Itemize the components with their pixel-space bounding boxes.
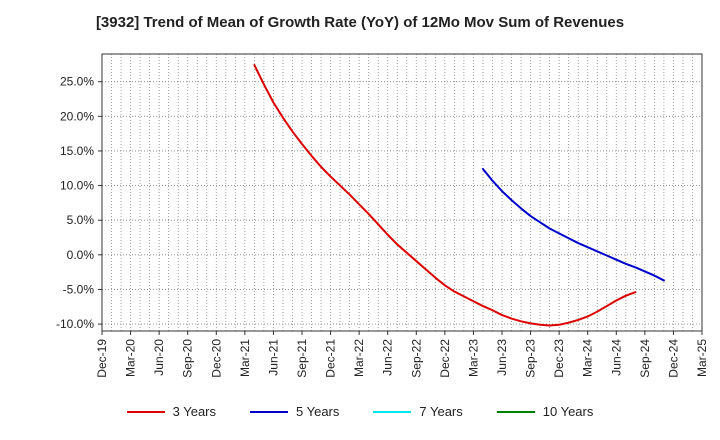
x-tick-label: Mar-25 xyxy=(695,339,709,377)
y-tick-label: 10.0% xyxy=(60,179,94,193)
legend-swatch xyxy=(373,410,412,413)
x-tick-label: Dec-24 xyxy=(666,339,680,378)
x-tick-label: Dec-20 xyxy=(209,339,223,378)
x-tick-label: Mar-23 xyxy=(466,339,480,377)
x-tick-label: Jun-20 xyxy=(152,339,166,376)
legend-swatch xyxy=(126,410,165,413)
legend-item: 10 Years xyxy=(496,404,594,419)
x-tick-label: Dec-23 xyxy=(552,339,566,378)
series-line-5-years xyxy=(481,167,665,282)
legend-swatch xyxy=(250,410,288,413)
x-tick-label: Sep-22 xyxy=(409,339,423,378)
x-tick-label: Sep-21 xyxy=(295,339,309,378)
x-tick-label: Mar-21 xyxy=(238,339,252,377)
x-tick-label: Jun-22 xyxy=(381,339,395,376)
y-tick-label: -10.0% xyxy=(56,317,94,331)
line-chart: 25.0%20.0%15.0%10.0%5.0%0.0%-5.0%-10.0%D… xyxy=(56,53,709,378)
y-tick-label: -5.0% xyxy=(63,282,95,296)
legend-item: 5 Years xyxy=(250,404,339,419)
x-tick-label: Mar-24 xyxy=(581,339,595,377)
x-tick-label: Mar-20 xyxy=(124,339,138,377)
x-tick-label: Dec-22 xyxy=(438,339,452,378)
legend-label: 10 Years xyxy=(542,404,594,419)
y-tick-label: 0.0% xyxy=(67,248,95,262)
legend-label: 3 Years xyxy=(172,404,216,419)
legend-swatch xyxy=(496,410,535,413)
plot-area xyxy=(102,54,702,331)
x-tick-label: Sep-20 xyxy=(181,339,195,378)
legend-label: 5 Years xyxy=(296,404,340,419)
y-tick-label: 5.0% xyxy=(67,213,95,227)
x-tick-label: Jun-23 xyxy=(495,339,509,376)
series-line-3-years xyxy=(253,64,637,327)
plot-frame xyxy=(101,53,703,332)
x-tick-label: Sep-24 xyxy=(638,339,652,378)
x-tick-label: Dec-21 xyxy=(324,339,338,378)
x-tick-label: Mar-22 xyxy=(352,339,366,377)
chart-title: [3932] Trend of Mean of Growth Rate (YoY… xyxy=(95,14,625,31)
legend-item: 3 Years xyxy=(126,404,216,419)
y-tick-label: 20.0% xyxy=(60,109,94,123)
x-tick-label: Jun-21 xyxy=(266,339,280,376)
chart-legend: 3 Years 5 Years 7 Years 10 Years xyxy=(0,404,720,419)
y-tick-label: 25.0% xyxy=(60,75,94,89)
y-tick-label: 15.0% xyxy=(60,144,94,158)
x-tick-label: Dec-19 xyxy=(95,339,109,378)
x-tick-label: Jun-24 xyxy=(609,339,623,376)
legend-item: 7 Years xyxy=(373,404,463,419)
legend-label: 7 Years xyxy=(419,404,463,419)
x-tick-label: Sep-23 xyxy=(524,339,538,378)
